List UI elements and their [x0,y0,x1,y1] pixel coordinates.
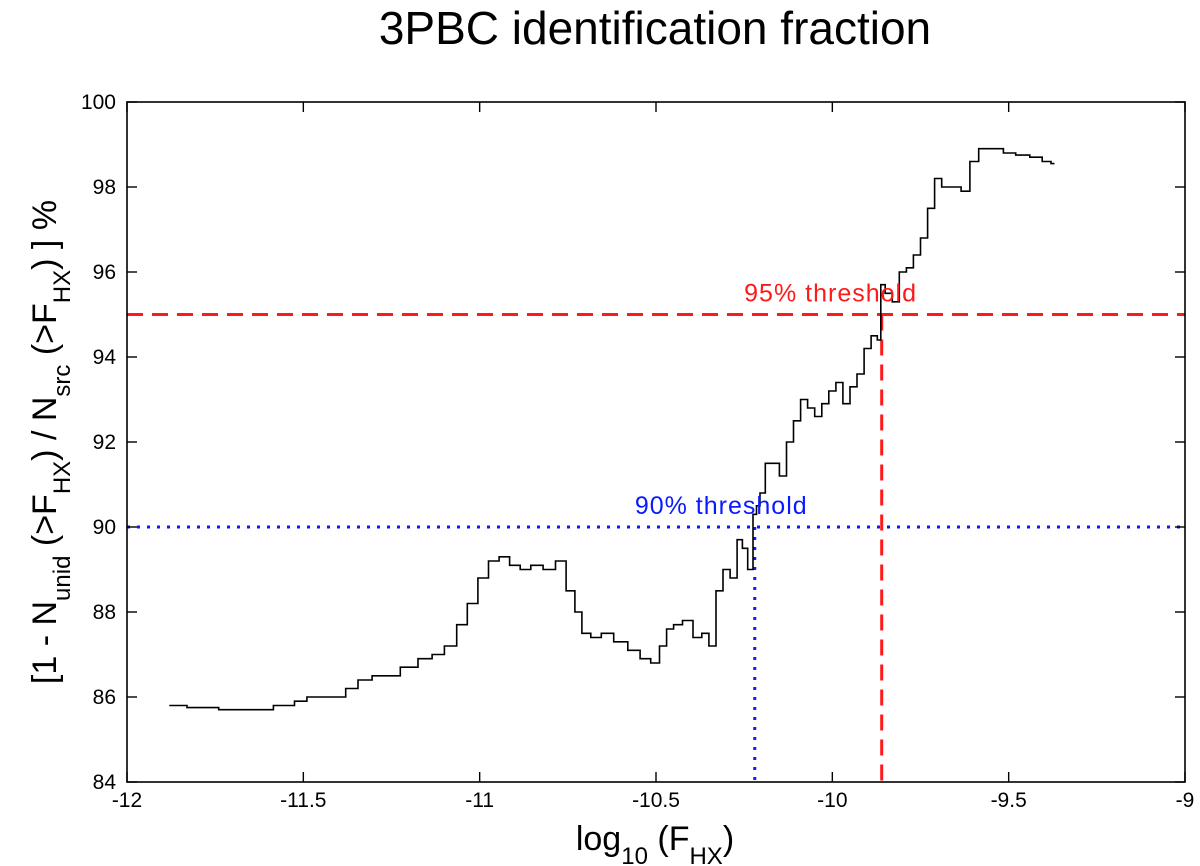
x-tick-label: -12 [112,789,142,812]
y-axis-label: [1 - Nunid (>FHX) / Nsrc (>FHX) ] % [26,200,76,684]
threshold-labels: 95% threshold 90% threshold [635,280,917,521]
threshold-label: 95% threshold [744,280,917,308]
x-tick-label: -10.5 [632,789,680,812]
y-tick-label: 92 [93,431,116,454]
x-tick-label: -9.5 [991,789,1027,812]
x-tick-label: -11 [465,789,494,812]
y-tick-label: 100 [81,91,116,114]
data-series [169,147,1055,711]
y-tick-label: 98 [93,176,116,199]
y-tick-label: 90 [93,516,116,539]
x-tick-label: -9 [1176,789,1195,812]
y-tick-label: 86 [93,686,116,709]
y-tick-label: 94 [93,346,117,369]
x-tick-labels: -12 -11.5 -11 -10.5 -10 -9.5 -9 [112,789,1195,812]
threshold-label: 90% threshold [635,492,808,520]
threshold-lines [127,313,1185,782]
y-tick-labels: 84 86 88 90 92 94 96 98 100 [81,91,116,794]
x-tick-label: -11.5 [280,789,326,812]
chart-title: 3PBC identification fraction [379,2,931,54]
y-tick-label: 96 [93,261,116,284]
identification-fraction-line [169,147,1055,711]
y-tick-label: 88 [93,601,116,624]
x-axis-label: log10 (FHX) [576,820,734,866]
axis-ticks [126,101,1186,783]
plot-frame [126,101,1186,783]
x-tick-label: -10 [817,789,847,812]
y-tick-label: 84 [93,771,117,794]
